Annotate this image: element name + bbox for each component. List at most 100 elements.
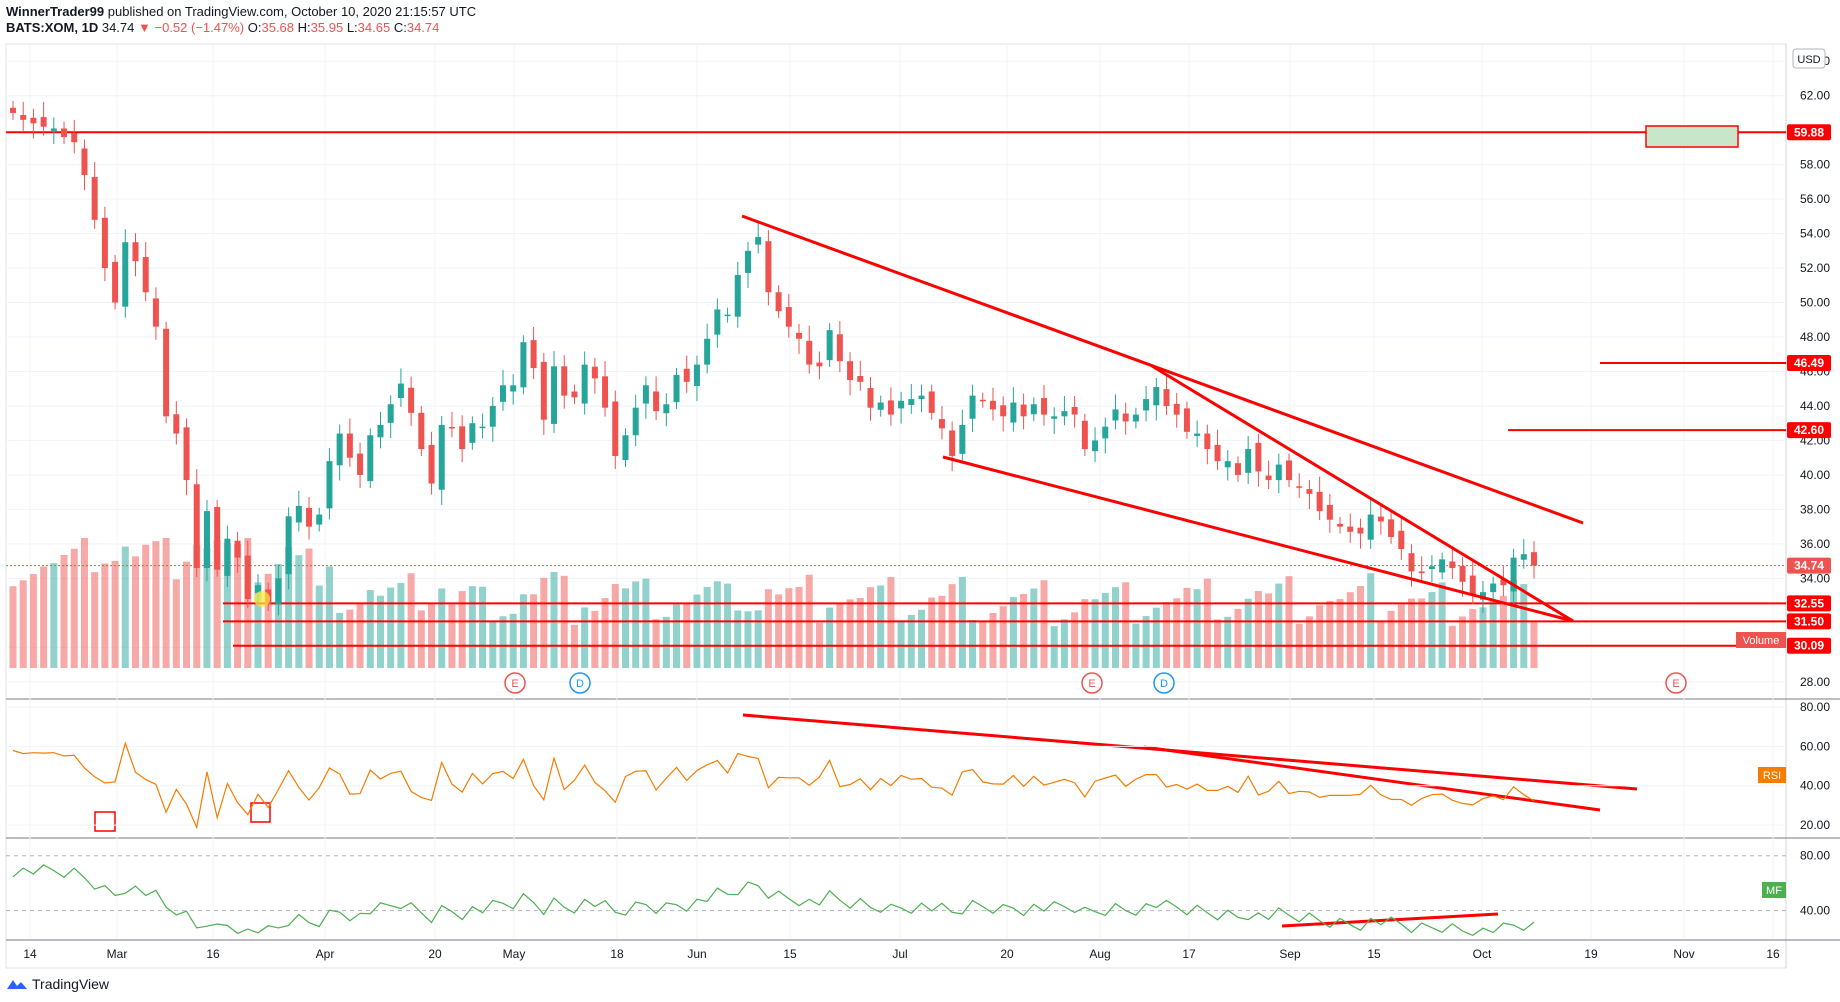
symbol-label[interactable]: BATS:XOM, 1D bbox=[6, 20, 99, 35]
volume-bar bbox=[621, 588, 629, 668]
trend-drawings bbox=[94, 125, 1739, 928]
candle-body bbox=[214, 506, 221, 570]
event-marker-label: E bbox=[1088, 678, 1095, 690]
candle-body bbox=[581, 364, 588, 404]
candle-body bbox=[1347, 526, 1354, 532]
candle-body bbox=[469, 423, 476, 443]
volume-bar bbox=[162, 538, 170, 668]
candle-body bbox=[714, 309, 721, 335]
candle-body bbox=[81, 148, 88, 175]
time-axis[interactable]: 14 Mar 16 Apr 20 May 18 Jun 15 Jul 20 Aug 17 Sep 15 Oct… bbox=[23, 947, 1780, 961]
volume-bar bbox=[591, 610, 599, 668]
volume-bar bbox=[519, 594, 527, 668]
candle-body bbox=[152, 298, 159, 327]
volume-bar bbox=[213, 540, 221, 668]
volume-bar bbox=[1418, 598, 1426, 668]
volume-label-text: Volume bbox=[1743, 635, 1780, 647]
candle-body bbox=[357, 453, 364, 475]
volume-bar bbox=[9, 586, 17, 668]
volume-bar bbox=[325, 566, 333, 668]
candle-body bbox=[744, 250, 751, 273]
rsi-oversold-box-2[interactable] bbox=[250, 802, 271, 823]
price-label-text: 42.60 bbox=[1794, 423, 1824, 437]
time-tick-label: 14 bbox=[23, 947, 37, 961]
wedge-upper-line[interactable] bbox=[741, 214, 1584, 525]
earnings-marker-icon bbox=[504, 672, 526, 694]
currency-button[interactable] bbox=[1792, 48, 1826, 69]
rsi-oversold-box-1[interactable] bbox=[94, 811, 116, 832]
candle-body bbox=[785, 307, 792, 327]
target-zone-box[interactable] bbox=[1645, 125, 1739, 148]
volume-bar bbox=[1510, 580, 1518, 668]
time-tick-label: 16 bbox=[206, 947, 220, 961]
candle-body bbox=[295, 505, 302, 523]
candle-body bbox=[50, 128, 57, 131]
wedge-lower-line[interactable] bbox=[942, 455, 1574, 623]
price-label-text: 34.74 bbox=[1794, 559, 1824, 573]
candle-body bbox=[1428, 566, 1435, 570]
event-marker-label: E bbox=[1672, 678, 1679, 690]
volume-bar bbox=[131, 556, 139, 668]
volume-bar bbox=[744, 611, 752, 668]
volume-bar bbox=[1224, 616, 1232, 668]
volume-bar bbox=[846, 599, 854, 668]
volume-bar bbox=[999, 606, 1007, 668]
volume-bar bbox=[1428, 592, 1436, 668]
volume-bar bbox=[315, 585, 323, 668]
candle-body bbox=[418, 412, 425, 450]
volume-bar bbox=[1336, 599, 1344, 668]
candle-body bbox=[183, 427, 190, 481]
publisher-name[interactable]: WinnerTrader99 bbox=[6, 4, 105, 19]
close-label: C: bbox=[393, 20, 407, 35]
volume-bar bbox=[1030, 588, 1038, 668]
candle-body bbox=[1061, 411, 1068, 417]
candle-body bbox=[1224, 461, 1231, 468]
footer-brand[interactable]: TradingView bbox=[6, 976, 109, 992]
volume-bar bbox=[428, 603, 436, 668]
event-marker-label: D bbox=[576, 678, 584, 690]
candle-body bbox=[1112, 409, 1119, 421]
candle-body bbox=[224, 538, 231, 576]
volume-bar bbox=[907, 614, 915, 668]
volume-bar bbox=[1377, 621, 1385, 668]
marker-dot[interactable] bbox=[254, 591, 270, 607]
candle-body bbox=[877, 402, 884, 410]
candle-body bbox=[683, 368, 690, 382]
candle-body bbox=[1286, 460, 1293, 481]
rsi-label: RSI bbox=[1763, 770, 1781, 782]
time-tick-label: Apr bbox=[316, 947, 335, 961]
candle-body bbox=[203, 511, 210, 568]
volume-bar bbox=[50, 563, 58, 668]
rsi-pane: 80.00 60.00 40.00 20.00 RSI bbox=[6, 700, 1830, 832]
event-marker-label: D bbox=[1160, 678, 1168, 690]
time-tick-label: Jun bbox=[687, 947, 706, 961]
price-label-text: 31.50 bbox=[1794, 614, 1824, 628]
candle-body bbox=[132, 242, 139, 262]
mf-label: MF bbox=[1766, 885, 1782, 897]
price-label-text: 30.09 bbox=[1794, 639, 1824, 653]
price-label-bg bbox=[1787, 422, 1831, 439]
volume-bar bbox=[713, 581, 721, 668]
volume-bar bbox=[642, 578, 650, 668]
candle-body bbox=[928, 391, 935, 413]
candle-body bbox=[1234, 463, 1241, 475]
volume-bar bbox=[1520, 584, 1528, 668]
currency-label: USD bbox=[1797, 54, 1820, 66]
candle-body bbox=[602, 376, 609, 408]
candle-body bbox=[459, 426, 466, 450]
volume-bar bbox=[1265, 593, 1273, 668]
volume-bar bbox=[734, 610, 742, 668]
candle-body bbox=[40, 117, 47, 127]
mf-divergence-line[interactable] bbox=[1281, 912, 1499, 928]
price-tick-label: 58.00 bbox=[1800, 158, 1830, 172]
candle-body bbox=[571, 391, 578, 398]
rsi-tick-label: 80.00 bbox=[1800, 700, 1830, 714]
rsi-divergence-line-2[interactable] bbox=[1143, 745, 1601, 812]
wedge-steep-line[interactable] bbox=[1151, 364, 1574, 623]
candle-body bbox=[1051, 416, 1058, 419]
candle-body bbox=[346, 433, 353, 458]
candle-body bbox=[765, 241, 772, 293]
time-tick-label: 19 bbox=[1584, 947, 1598, 961]
